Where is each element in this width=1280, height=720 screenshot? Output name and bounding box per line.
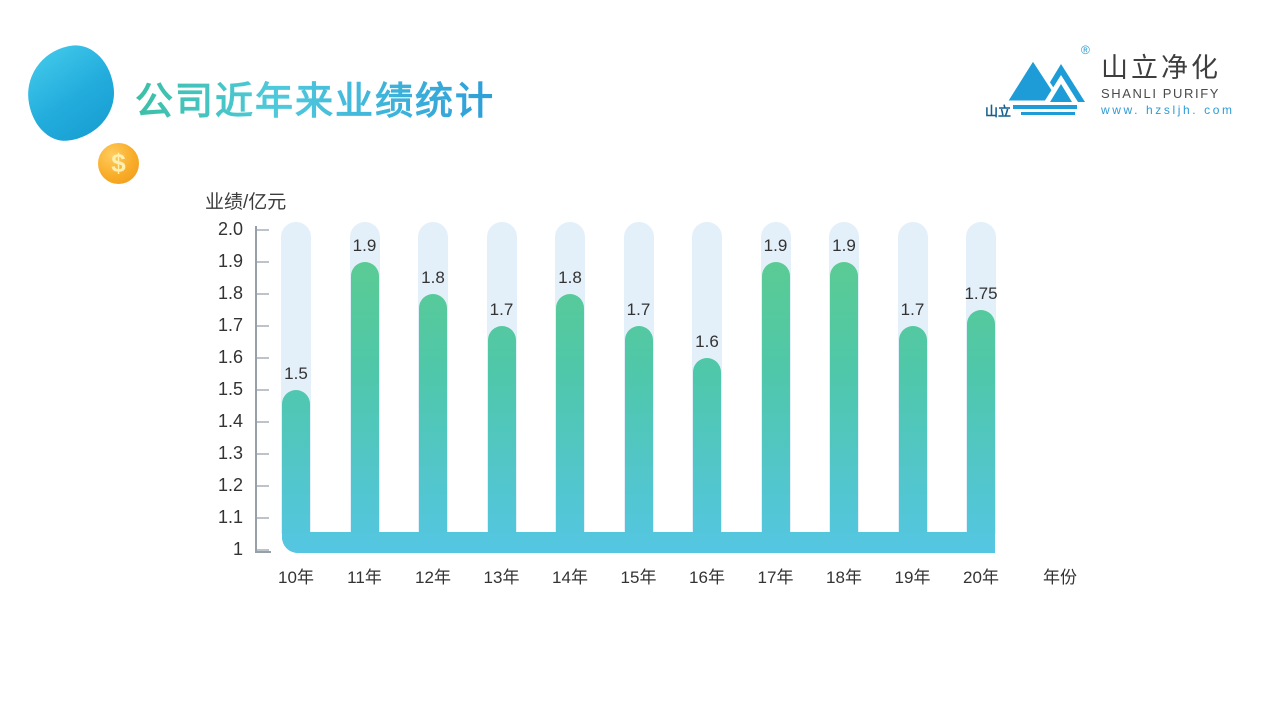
y-tick-label: 1.3 — [217, 443, 243, 463]
logo-website: www. hzsljh. com — [1101, 102, 1235, 117]
bar — [487, 326, 516, 553]
y-tick-label: 1.8 — [217, 283, 243, 303]
dollar-coin-icon: $ — [98, 143, 139, 184]
bar — [898, 326, 927, 553]
y-tick-label: 1.9 — [217, 251, 243, 271]
logo-mark-text: 山立 — [985, 104, 1011, 119]
x-tick-label: 11年 — [347, 568, 382, 587]
mountain-logo-icon: 山立 ® — [985, 43, 1090, 119]
logo-brand-en: SHANLI PURIFY — [1101, 85, 1221, 101]
x-tick-label: 18年 — [826, 568, 862, 587]
bar-value-label: 1.5 — [284, 364, 308, 383]
y-tick-label: 1.7 — [217, 315, 243, 335]
y-tick-label: 1.2 — [217, 475, 243, 495]
x-tick-label: 15年 — [620, 568, 657, 587]
logo-brand-cn: 山立净化 — [1101, 53, 1221, 83]
bar-value-label: 1.9 — [763, 236, 788, 255]
x-tick-label: 20年 — [963, 568, 999, 587]
bar — [761, 262, 790, 553]
y-tick-mark — [257, 325, 269, 327]
bar — [967, 310, 995, 553]
x-tick-label: 19年 — [894, 568, 931, 587]
y-tick-label: 2.0 — [217, 219, 243, 239]
y-tick-mark — [257, 261, 269, 263]
x-tick-label: 13年 — [483, 568, 520, 587]
x-tick-label: 16年 — [689, 568, 725, 587]
logo-text-block: 山立净化 SHANLI PURIFY www. hzsljh. com — [1101, 38, 1235, 122]
blob-decor-icon — [23, 41, 119, 145]
y-tick-mark — [257, 421, 269, 423]
bar-value-label: 1.7 — [489, 300, 514, 319]
y-tick-label: 1.4 — [217, 411, 243, 431]
bar-value-label: 1.8 — [558, 268, 582, 287]
y-axis-line — [255, 226, 257, 553]
bar — [419, 294, 447, 553]
y-axis-bottom-corner — [255, 551, 271, 553]
x-tick-label: 10年 — [278, 568, 314, 587]
y-tick-mark — [257, 357, 269, 359]
y-tick-mark — [257, 453, 269, 455]
bar-value-label: 1.7 — [900, 300, 925, 319]
bar-value-label: 1.7 — [626, 300, 651, 319]
bar-value-label: 1.8 — [421, 268, 445, 287]
y-tick-label: 1 — [232, 539, 243, 559]
page-title: 公司近年来业绩统计 — [135, 70, 495, 125]
bar — [624, 326, 653, 553]
dollar-symbol: $ — [111, 148, 126, 178]
bar-value-label: 1.75 — [964, 284, 998, 303]
registered-trademark-icon: ® — [1081, 43, 1090, 57]
y-tick-mark — [257, 485, 269, 487]
bar-value-label: 1.9 — [832, 236, 856, 255]
bars-base-connector — [282, 532, 995, 553]
y-tick-mark — [257, 549, 269, 551]
x-tick-label: 17年 — [757, 568, 794, 587]
y-tick-mark — [257, 229, 269, 231]
y-tick-label: 1.5 — [217, 379, 243, 399]
y-tick-label: 1.1 — [217, 507, 243, 527]
x-axis-title: 年份 — [1043, 568, 1077, 587]
y-axis-title: 业绩/亿元 — [205, 192, 287, 213]
bar-value-label: 1.9 — [352, 236, 377, 255]
company-logo: 山立 ® 山立净化 SHANLI PURIFY www. hzsljh. com — [983, 38, 1239, 122]
x-tick-label: 14年 — [552, 568, 588, 587]
bar — [350, 262, 379, 553]
y-tick-mark — [257, 389, 269, 391]
x-tick-label: 12年 — [415, 568, 451, 587]
y-tick-mark — [257, 293, 269, 295]
y-tick-mark — [257, 517, 269, 519]
bar — [282, 390, 310, 553]
y-tick-label: 1.6 — [217, 347, 243, 367]
bar — [556, 294, 584, 553]
bar — [830, 262, 858, 553]
bar — [693, 358, 721, 553]
bar-value-label: 1.6 — [695, 332, 719, 351]
